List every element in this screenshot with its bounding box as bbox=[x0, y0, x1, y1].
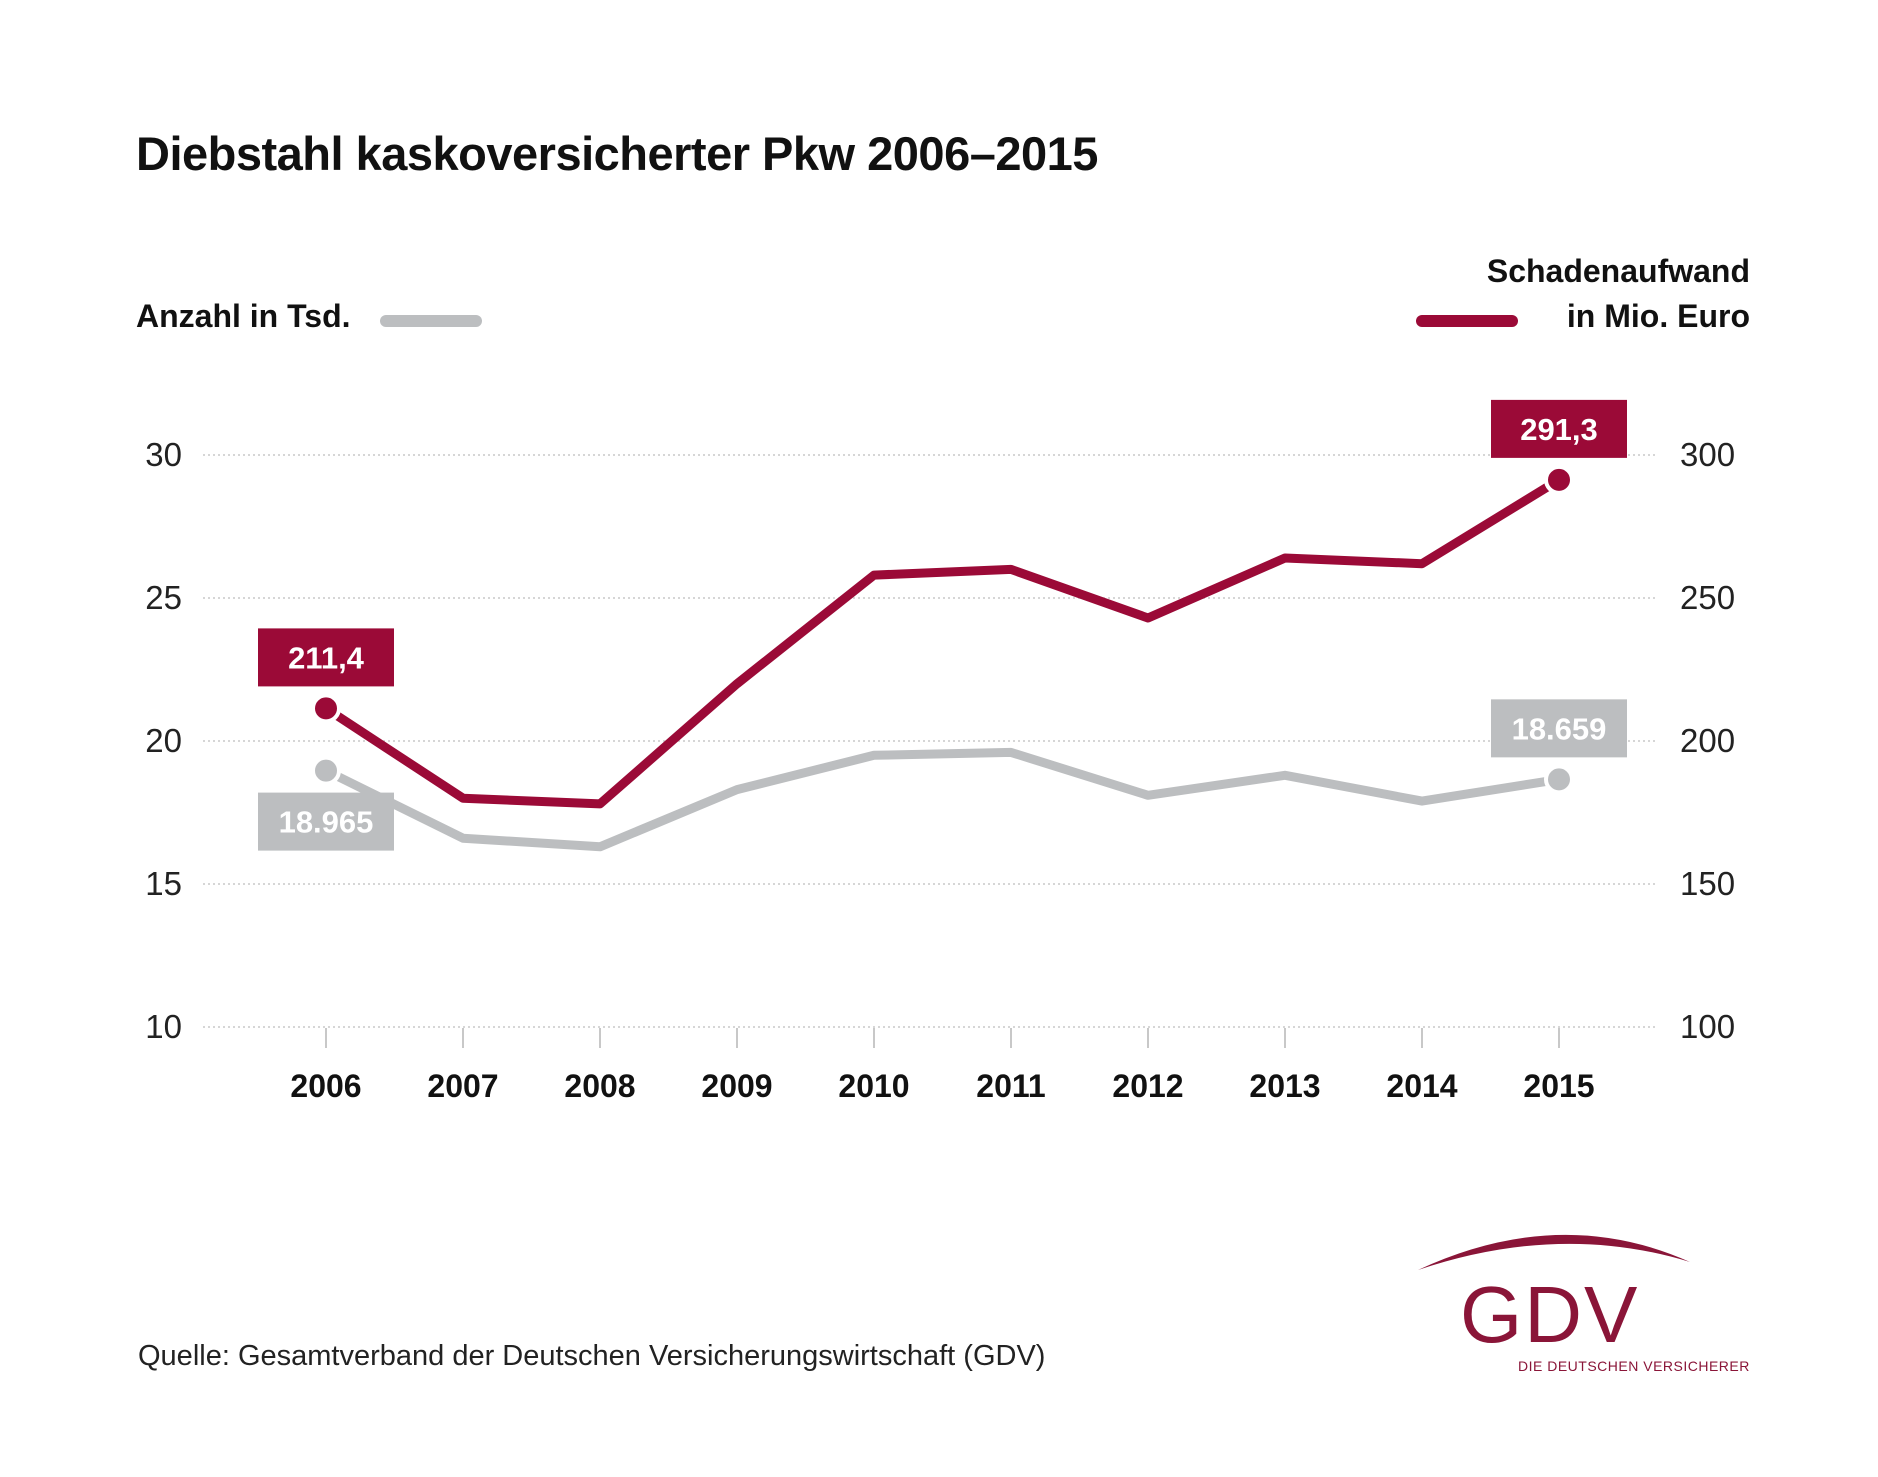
data-point-marker bbox=[311, 755, 341, 786]
x-tick-label: 2008 bbox=[564, 1068, 635, 1104]
data-label-box bbox=[1491, 699, 1627, 758]
data-label-box bbox=[258, 792, 394, 851]
x-tick-label: 2011 bbox=[976, 1068, 1045, 1104]
x-tick-label: 2013 bbox=[1249, 1068, 1320, 1104]
right-axis-ticks: 100 150 200 250 300 bbox=[1680, 436, 1735, 1045]
right-tick-label: 250 bbox=[1680, 579, 1735, 616]
source-note: Quelle: Gesamtverband der Deutschen Vers… bbox=[138, 1340, 1046, 1372]
legend-right-label-line1: Schadenaufwand bbox=[1487, 253, 1750, 289]
left-axis-ticks: 10 15 20 25 30 bbox=[145, 436, 182, 1045]
right-tick-label: 300 bbox=[1680, 436, 1735, 473]
legend-right-label-line2: in Mio. Euro bbox=[1567, 298, 1750, 334]
left-tick-label: 10 bbox=[145, 1008, 182, 1045]
data-point-marker bbox=[1544, 464, 1574, 495]
x-tick-label: 2015 bbox=[1523, 1068, 1594, 1104]
chart-title: Diebstahl kaskoversicherter Pkw 2006–201… bbox=[136, 127, 1098, 180]
data-point-marker bbox=[311, 693, 341, 724]
data-label-box bbox=[1491, 399, 1627, 458]
right-tick-label: 150 bbox=[1680, 865, 1735, 902]
grid-lines bbox=[203, 454, 1657, 1028]
data-label: 291,3 bbox=[1520, 412, 1598, 447]
x-tick-label: 2009 bbox=[701, 1068, 772, 1104]
x-tick-label: 2006 bbox=[290, 1068, 361, 1104]
legend: Anzahl in Tsd. Schadenaufwand in Mio. Eu… bbox=[136, 253, 1750, 334]
x-tick-label: 2010 bbox=[838, 1068, 909, 1104]
series-line bbox=[321, 747, 1564, 852]
series-line bbox=[321, 475, 1564, 809]
left-tick-label: 25 bbox=[145, 579, 182, 616]
data-label: 18.965 bbox=[279, 805, 374, 840]
right-tick-label: 200 bbox=[1680, 722, 1735, 759]
data-point-marker bbox=[1544, 764, 1574, 795]
legend-left-label: Anzahl in Tsd. bbox=[136, 298, 351, 334]
series-lines bbox=[311, 464, 1574, 852]
x-tick-label: 2014 bbox=[1386, 1068, 1457, 1104]
right-tick-label: 100 bbox=[1680, 1008, 1735, 1045]
x-axis: 2006 2007 2008 2009 2010 2011 2012 2013 2014 2015 bbox=[290, 1028, 1595, 1104]
data-label: 18.659 bbox=[1512, 711, 1607, 746]
logo-tagline: DIE DEUTSCHEN VERSICHERER bbox=[1518, 1358, 1750, 1374]
data-label-box bbox=[258, 628, 394, 687]
left-tick-label: 15 bbox=[145, 865, 182, 902]
x-tick-label: 2007 bbox=[427, 1068, 498, 1104]
left-tick-label: 20 bbox=[145, 722, 182, 759]
gdv-logo: GDV DIE DEUTSCHEN VERSICHERER bbox=[1418, 1234, 1750, 1374]
logo-text: GDV bbox=[1460, 1270, 1639, 1359]
data-labels: 211,4 291,3 18.965 18.659 bbox=[258, 399, 1627, 851]
data-label: 211,4 bbox=[288, 640, 365, 675]
left-tick-label: 30 bbox=[145, 436, 182, 473]
x-tick-label: 2012 bbox=[1112, 1068, 1183, 1104]
